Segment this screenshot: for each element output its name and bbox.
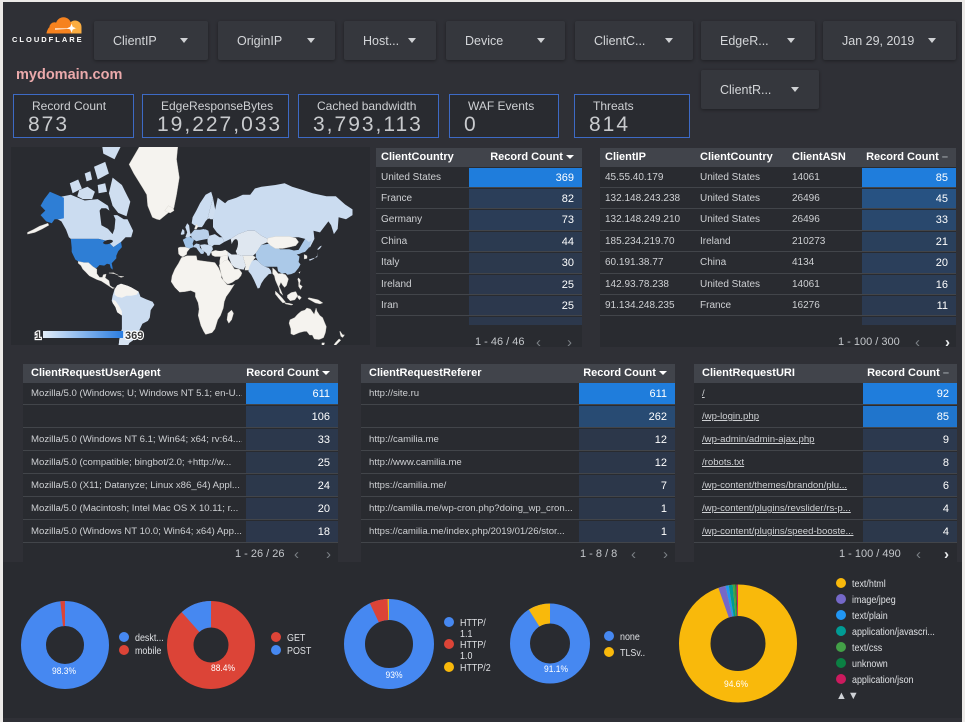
- svg-text:1: 1: [35, 330, 41, 342]
- svg-text:CLOUDFLARE: CLOUDFLARE: [12, 35, 84, 44]
- svg-text:91.1%: 91.1%: [544, 664, 568, 674]
- svg-text:94.6%: 94.6%: [724, 679, 748, 689]
- svg-text:93%: 93%: [386, 670, 403, 680]
- svg-text:98.3%: 98.3%: [52, 666, 76, 676]
- svg-text:88.4%: 88.4%: [211, 663, 235, 673]
- svg-text:369: 369: [125, 330, 143, 342]
